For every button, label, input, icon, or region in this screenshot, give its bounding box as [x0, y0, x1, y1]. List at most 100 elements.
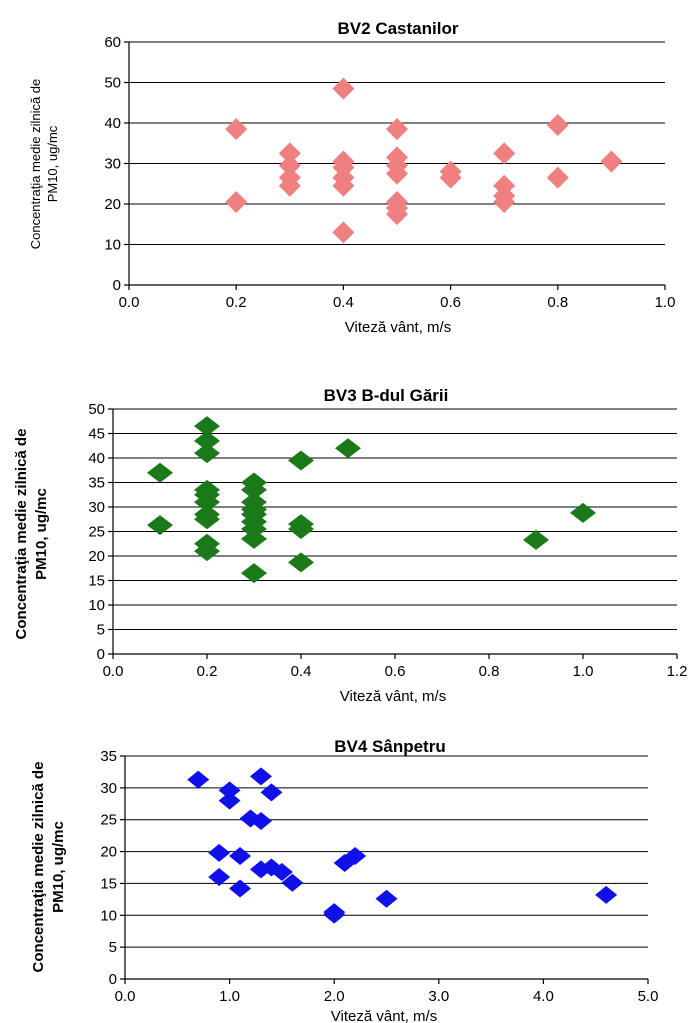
chart-bv2-castanilor: BV2 Castanilor Concentraţia medie zilnic… — [28, 19, 675, 336]
data-point — [570, 502, 596, 523]
data-point — [147, 515, 173, 536]
x-tick-label: 1.0 — [655, 294, 676, 311]
tick-labels: 0 10 20 30 40 50 60 0.0 0.2 0.4 0.6 0.8 1.0 — [104, 34, 675, 311]
y-axis-label: Concentraţia medie zilnică de PM10, ug/m… — [13, 429, 50, 640]
x-tick-label: 5.0 — [638, 988, 659, 1005]
data-point — [323, 905, 346, 924]
data-point — [278, 154, 301, 177]
x-axis-label: Viteză vânt, m/s — [331, 1008, 437, 1023]
data-point — [270, 862, 293, 881]
chart-title: BV2 Castanilor — [338, 19, 459, 38]
data-point — [218, 791, 241, 810]
x-tick-label: 0.6 — [385, 663, 406, 680]
y-axis-label-line2: PM10, ug/mc — [50, 821, 67, 913]
data-point — [194, 416, 220, 437]
x-tick-label: 4.0 — [533, 988, 554, 1005]
data-point — [194, 509, 220, 530]
y-axis-label-line1: Concentraţia medie zilnică de — [28, 79, 43, 250]
x-tick-label: 0.2 — [226, 294, 247, 311]
data-point — [493, 142, 516, 165]
y-tick-label: 0 — [113, 277, 121, 294]
x-tick-label: 2.0 — [324, 988, 345, 1005]
data-point — [208, 843, 231, 862]
data-point — [194, 443, 220, 464]
y-tick-label: 20 — [104, 196, 121, 213]
y-tick-label: 40 — [104, 115, 121, 132]
y-axis-label: Concentraţia medie zilnică de PM10, ug/m… — [28, 79, 60, 250]
data-point — [225, 118, 248, 141]
x-tick-label: 1.0 — [219, 988, 240, 1005]
y-tick-label: 50 — [104, 75, 121, 92]
data-point — [241, 563, 267, 584]
y-tick-label: 0 — [97, 646, 105, 663]
data-point — [194, 492, 220, 513]
y-tick-label: 35 — [100, 748, 117, 765]
data-point — [546, 114, 569, 137]
gridlines — [108, 408, 678, 659]
x-tick-label: 0.2 — [197, 663, 218, 680]
chart-bv3-bdul-garii: BV3 B-dul Gării Concentraţia medie zilni… — [13, 386, 687, 705]
data-point — [241, 528, 267, 549]
y-tick-label: 60 — [104, 34, 121, 51]
x-tick-label: 0.6 — [440, 294, 461, 311]
data-point — [600, 150, 623, 173]
data-points — [147, 416, 596, 584]
data-point — [595, 885, 618, 904]
y-tick-label: 10 — [104, 237, 121, 254]
y-tick-label: 10 — [100, 907, 117, 924]
y-axis-label: Concentraţia medie zilnică de PM10, ug/m… — [30, 762, 67, 973]
data-point — [249, 811, 272, 830]
data-point — [229, 847, 252, 866]
x-tick-label: 0.4 — [333, 294, 354, 311]
y-tick-label: 20 — [88, 548, 105, 565]
y-tick-label: 30 — [88, 499, 105, 516]
data-point — [281, 873, 304, 892]
x-tick-label: 0.0 — [103, 663, 124, 680]
data-point — [249, 767, 272, 786]
data-point — [386, 203, 408, 226]
x-tick-label: 0.0 — [115, 988, 136, 1005]
y-tick-label: 15 — [100, 875, 117, 892]
tick-labels: 0 5 10 15 20 25 30 35 0.0 1.0 2.0 3.0 4.0 5.0 — [100, 748, 658, 1005]
x-tick-label: 3.0 — [428, 988, 449, 1005]
data-point — [344, 847, 367, 866]
data-point — [147, 462, 173, 483]
data-point — [288, 552, 314, 573]
data-point — [225, 190, 248, 213]
data-point — [523, 529, 549, 550]
tick-labels: 0 5 10 15 20 25 30 35 40 45 50 0.0 0.2 0.4 0.6 0.8 1.0 1.… — [88, 401, 687, 680]
x-tick-label: 0.8 — [547, 294, 568, 311]
y-axis-label-line1: Concentraţia medie zilnică de — [13, 429, 30, 640]
y-tick-label: 40 — [88, 450, 105, 467]
data-point — [332, 221, 355, 244]
y-axis-label-line2: PM10, ug/mc — [33, 488, 50, 580]
data-point — [278, 174, 301, 197]
data-point — [439, 166, 462, 189]
data-point — [288, 450, 314, 471]
x-axis-label: Viteză vânt, m/s — [345, 319, 451, 336]
y-tick-label: 5 — [97, 622, 105, 639]
data-point — [386, 162, 408, 185]
data-point — [546, 166, 569, 189]
data-point — [288, 519, 314, 540]
data-point — [335, 438, 361, 459]
chart-bv4-sanpetru: BV4 Sânpetru Concentraţia medie zilnică … — [30, 737, 658, 1023]
chart-title: BV3 B-dul Gării — [324, 386, 449, 405]
data-point — [241, 479, 267, 500]
data-point — [332, 77, 355, 100]
data-point — [278, 142, 301, 165]
x-axis-label: Viteză vânt, m/s — [340, 688, 446, 705]
data-point — [260, 783, 283, 802]
x-tick-label: 0.8 — [479, 663, 500, 680]
y-tick-label: 10 — [88, 597, 105, 614]
y-tick-label: 30 — [100, 780, 117, 797]
data-point — [386, 118, 408, 141]
data-point — [218, 781, 241, 800]
chart-title: BV4 Sânpetru — [334, 737, 445, 756]
data-point — [194, 430, 220, 451]
x-tick-label: 1.2 — [667, 663, 688, 680]
y-tick-label: 0 — [109, 971, 117, 988]
data-point — [229, 879, 252, 898]
data-points — [187, 767, 618, 924]
y-tick-label: 50 — [88, 401, 105, 418]
